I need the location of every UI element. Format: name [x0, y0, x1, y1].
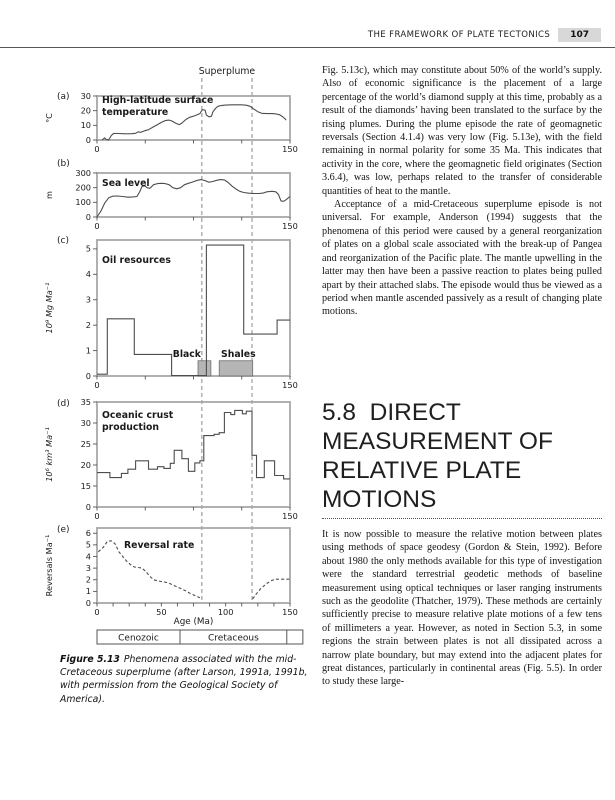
svg-text:150: 150 [282, 607, 298, 617]
svg-text:200: 200 [75, 182, 91, 192]
figure-caption: Figure 5.13 Phenomena associated with the… [60, 653, 324, 706]
svg-text:0: 0 [94, 380, 99, 390]
svg-text:1: 1 [86, 345, 91, 355]
svg-text:2: 2 [86, 320, 91, 330]
svg-text:150: 150 [282, 221, 298, 231]
svg-text:0: 0 [86, 502, 91, 512]
label-black: Black [173, 349, 202, 360]
svg-text:100: 100 [75, 197, 91, 207]
chart-b-series [96, 179, 291, 218]
svg-text:30: 30 [81, 418, 91, 428]
x-axis-title: Age (Ma) [174, 617, 214, 627]
paragraph-3: It is now possible to measure the relati… [322, 529, 602, 688]
svg-text:0: 0 [94, 607, 99, 617]
chart-b-y-axis-label: m [44, 191, 54, 199]
timescale-bar: Cenozoic Cretaceous [96, 629, 304, 645]
chart-e-panel-label: (e) [57, 525, 70, 535]
svg-text:35: 35 [81, 397, 91, 407]
chart-d: (d) 0 15 20 25 30 35 10⁶ km³ Ma⁻¹ 0 150 Oceanic cr… [44, 397, 298, 521]
label-shales: Shales [221, 349, 256, 360]
svg-text:5: 5 [86, 244, 91, 254]
chart-e-series-2 [252, 578, 290, 600]
chart-d-title: Oceanic crust [102, 410, 174, 421]
svg-text:0: 0 [86, 371, 91, 381]
svg-text:3: 3 [86, 563, 91, 573]
paragraph-1: Fig. 5.13c), which may constitute about … [322, 65, 602, 197]
svg-text:30: 30 [81, 91, 91, 101]
section-heading-line-3: RELATIVE PLATE [322, 457, 522, 484]
era-cenozoic: Cenozoic [118, 634, 159, 644]
svg-text:1: 1 [86, 586, 91, 596]
chart-a-y-axis-label: °C [44, 113, 54, 123]
svg-text:4: 4 [86, 269, 91, 279]
svg-text:25: 25 [81, 439, 91, 449]
chart-a-series [101, 104, 287, 141]
page-number-badge: 107 [558, 28, 601, 42]
chart-c-title: Oil resources [102, 255, 171, 266]
svg-text:4: 4 [86, 551, 91, 561]
chart-d-series [97, 409, 290, 480]
section-heading: 5.8 DIRECT MEASUREMENT OF RELATIVE PLATE… [322, 398, 602, 514]
chart-a-panel-label: (a) [57, 92, 70, 102]
svg-text:0: 0 [86, 212, 91, 222]
running-head-title: THE FRAMEWORK OF PLATE TECTONICS [367, 30, 551, 40]
article-column-bottom: It is now possible to measure the relati… [322, 528, 602, 689]
svg-text:0: 0 [94, 144, 99, 154]
svg-text:6: 6 [86, 528, 91, 538]
figure-caption-text: Phenomena associated with the mid-Cretac… [60, 654, 308, 705]
svg-text:20: 20 [81, 105, 91, 115]
superplume-label: Superplume [199, 66, 256, 77]
chart-d-title: production [102, 422, 159, 433]
svg-text:0: 0 [86, 598, 91, 608]
svg-text:100: 100 [218, 607, 234, 617]
svg-text:20: 20 [81, 460, 91, 470]
chart-b-title: Sea level [102, 178, 150, 189]
chart-e-y-axis-label: Reversals Ma⁻¹ [44, 535, 54, 597]
chart-a-title: High-latitude surface [102, 95, 213, 106]
svg-text:0: 0 [86, 135, 91, 145]
section-heading-line-2: MEASUREMENT OF [322, 428, 553, 455]
chart-a: (a) 0 10 20 30 °C 0 150 High-latitude surfacetem… [44, 91, 298, 154]
chart-e-title: Reversal rate [124, 540, 194, 551]
svg-text:150: 150 [282, 144, 298, 154]
era-cretaceous: Cretaceous [208, 634, 259, 644]
svg-text:150: 150 [282, 380, 298, 390]
paragraph-2: Acceptance of a mid-Cretaceous superplum… [322, 199, 602, 318]
running-head: THE FRAMEWORK OF PLATE TECTONICS 107 [0, 28, 601, 42]
chart-d-panel-label: (d) [57, 399, 70, 409]
chart-a-title: temperature [102, 107, 168, 118]
svg-text:3: 3 [86, 295, 91, 305]
chart-b: (b) 0 100 200 300 m 0 150 Sea level [44, 159, 298, 231]
article-column-top: Fig. 5.13c), which may constitute about … [322, 64, 602, 319]
dotted-separator [322, 518, 602, 519]
svg-text:5: 5 [86, 540, 91, 550]
chart-c-y-axis-label: 10⁹ Mg Ma⁻¹ [44, 283, 54, 334]
svg-text:50: 50 [156, 607, 166, 617]
figure-caption-label: Figure 5.13 [60, 654, 120, 665]
header-rule [0, 47, 615, 48]
section-heading-line-4: MOTIONS [322, 486, 437, 513]
svg-text:0: 0 [94, 511, 99, 521]
chart-b-panel-label: (b) [57, 159, 70, 169]
svg-text:2: 2 [86, 575, 91, 585]
svg-text:0: 0 [94, 221, 99, 231]
black-shales-box-2 [218, 360, 254, 377]
section-heading-line-1: 5.8 DIRECT [322, 399, 461, 426]
svg-text:10: 10 [81, 120, 91, 130]
chart-c-series [97, 244, 290, 377]
black-shales-box-1 [197, 360, 212, 377]
svg-text:300: 300 [75, 168, 91, 178]
chart-d-y-axis-label: 10⁶ km³ Ma⁻¹ [44, 427, 54, 482]
chart-c: (c) 0 1 2 3 4 5 10⁹ Mg Ma⁻¹ 0 150 Oil resources Bla… [44, 236, 298, 390]
chart-c-panel-label: (c) [57, 236, 69, 246]
svg-text:150: 150 [282, 511, 298, 521]
svg-text:15: 15 [81, 481, 91, 491]
chart-e: (e) 0 12 3 45 6 Reversals Ma⁻¹ 0 50 100 150 Reversa… [44, 525, 298, 617]
